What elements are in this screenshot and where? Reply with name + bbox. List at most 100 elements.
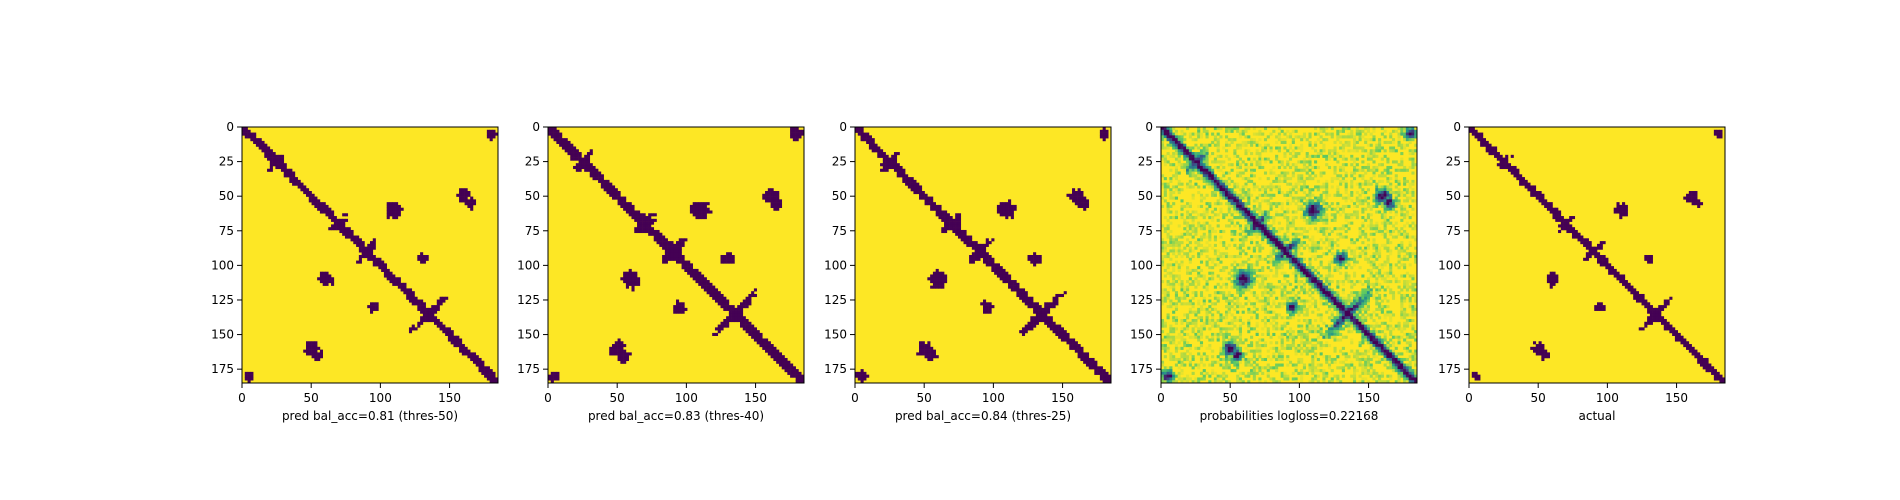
heatmap-cell bbox=[242, 132, 246, 136]
heatmap-cell bbox=[470, 357, 474, 362]
heatmap-cell bbox=[1244, 207, 1248, 211]
heatmap-cell bbox=[670, 257, 674, 261]
heatmap-cell bbox=[703, 282, 707, 286]
heatmap-cell bbox=[1308, 193, 1312, 197]
heatmap-cell bbox=[921, 196, 925, 200]
heatmap-cell bbox=[1302, 263, 1306, 267]
heatmap-cell bbox=[1186, 266, 1190, 270]
heatmap-cell bbox=[1208, 202, 1212, 206]
heatmap-cell bbox=[1294, 182, 1298, 186]
heatmap-cell bbox=[1308, 191, 1312, 195]
heatmap-cell bbox=[871, 138, 875, 142]
heatmap-cell bbox=[1049, 316, 1053, 320]
heatmap-cell bbox=[1353, 263, 1357, 267]
heatmap-cell bbox=[1180, 235, 1184, 239]
heatmap-cell bbox=[737, 310, 741, 314]
heatmap-cell bbox=[1030, 257, 1034, 261]
heatmap-cell bbox=[1205, 174, 1209, 178]
heatmap-cell bbox=[1322, 154, 1326, 158]
heatmap-cell bbox=[723, 255, 727, 259]
heatmap-cell bbox=[1205, 177, 1209, 181]
heatmap-cell bbox=[996, 268, 1000, 272]
heatmap-cell bbox=[1197, 221, 1201, 225]
heatmap-cell bbox=[988, 257, 992, 261]
heatmap-cell bbox=[1336, 135, 1340, 139]
heatmap-cell bbox=[1199, 157, 1204, 161]
heatmap-cell bbox=[1389, 202, 1393, 206]
heatmap-cell bbox=[1033, 263, 1037, 267]
heatmap-cell bbox=[333, 221, 337, 225]
heatmap-cell bbox=[1322, 291, 1326, 295]
heatmap-cell bbox=[1327, 291, 1332, 295]
heatmap-cell bbox=[292, 171, 296, 175]
heatmap-cell bbox=[681, 241, 685, 245]
heatmap-cell bbox=[1219, 188, 1223, 192]
heatmap-cell bbox=[1180, 288, 1184, 292]
heatmap-cell bbox=[1035, 307, 1039, 311]
heatmap-cell bbox=[1058, 293, 1062, 298]
heatmap-cell bbox=[1163, 129, 1167, 133]
heatmap-cell bbox=[1305, 235, 1309, 239]
heatmap-cell bbox=[333, 216, 337, 220]
heatmap-cell bbox=[1236, 160, 1240, 164]
heatmap-cell bbox=[1347, 221, 1351, 225]
heatmap-cell bbox=[1236, 285, 1240, 289]
heatmap-cell bbox=[1199, 252, 1204, 256]
heatmap-cell bbox=[461, 349, 465, 353]
heatmap-cell bbox=[364, 249, 368, 253]
heatmap-cell bbox=[1366, 260, 1370, 264]
heatmap-cell bbox=[1191, 305, 1195, 309]
heatmap-cell bbox=[1319, 227, 1323, 231]
heatmap-cell bbox=[484, 366, 488, 370]
heatmap-cell bbox=[428, 313, 432, 317]
heatmap-cell bbox=[662, 243, 666, 247]
heatmap-cell bbox=[1325, 266, 1329, 270]
heatmap-cell bbox=[434, 307, 438, 311]
heatmap-cell bbox=[1280, 129, 1284, 133]
heatmap-cell bbox=[1205, 241, 1209, 245]
heatmap-cell bbox=[863, 132, 867, 136]
heatmap-cell bbox=[603, 182, 607, 186]
heatmap-cell bbox=[1394, 149, 1398, 153]
heatmap-cell bbox=[617, 349, 621, 353]
heatmap-cell bbox=[625, 204, 629, 208]
heatmap-cell bbox=[1055, 324, 1059, 328]
heatmap-cell bbox=[673, 310, 677, 314]
heatmap-cell bbox=[1247, 285, 1251, 289]
heatmap-cell bbox=[1227, 138, 1231, 142]
heatmap-cell bbox=[1163, 193, 1167, 197]
heatmap-cell bbox=[1216, 149, 1220, 153]
heatmap-cell bbox=[625, 271, 629, 275]
heatmap-cell bbox=[946, 213, 950, 217]
heatmap-cell bbox=[999, 204, 1003, 208]
heatmap-cell bbox=[1311, 243, 1315, 247]
heatmap-cell bbox=[445, 332, 449, 336]
heatmap-cell bbox=[1222, 282, 1226, 286]
heatmap-cell bbox=[1269, 243, 1273, 247]
heatmap-cell bbox=[896, 152, 900, 156]
heatmap-cell bbox=[751, 291, 755, 295]
heatmap-cell bbox=[1372, 135, 1376, 139]
heatmap-cell bbox=[1094, 360, 1098, 364]
heatmap-cell bbox=[1102, 371, 1106, 375]
heatmap-cell bbox=[1227, 188, 1231, 192]
heatmap-cell bbox=[977, 243, 981, 247]
heatmap-cell bbox=[1325, 216, 1329, 220]
heatmap-cell bbox=[397, 277, 401, 281]
heatmap-cell bbox=[1308, 188, 1312, 192]
heatmap-cell bbox=[1391, 202, 1396, 206]
heatmap-cell bbox=[1263, 302, 1268, 306]
heatmap-cell bbox=[1263, 138, 1268, 142]
heatmap-cell bbox=[1236, 263, 1240, 267]
heatmap-cell bbox=[988, 260, 992, 264]
heatmap-cell bbox=[1183, 149, 1187, 153]
heatmap-cell bbox=[1400, 193, 1404, 197]
heatmap-cell bbox=[1322, 293, 1326, 298]
heatmap-cell bbox=[1269, 196, 1273, 200]
heatmap-cell bbox=[1202, 174, 1206, 178]
heatmap-cell bbox=[1211, 266, 1215, 270]
heatmap-cell bbox=[1244, 288, 1248, 292]
heatmap-cell bbox=[1166, 132, 1170, 136]
heatmap-cell bbox=[1286, 274, 1290, 278]
heatmap-cell bbox=[1219, 241, 1223, 245]
